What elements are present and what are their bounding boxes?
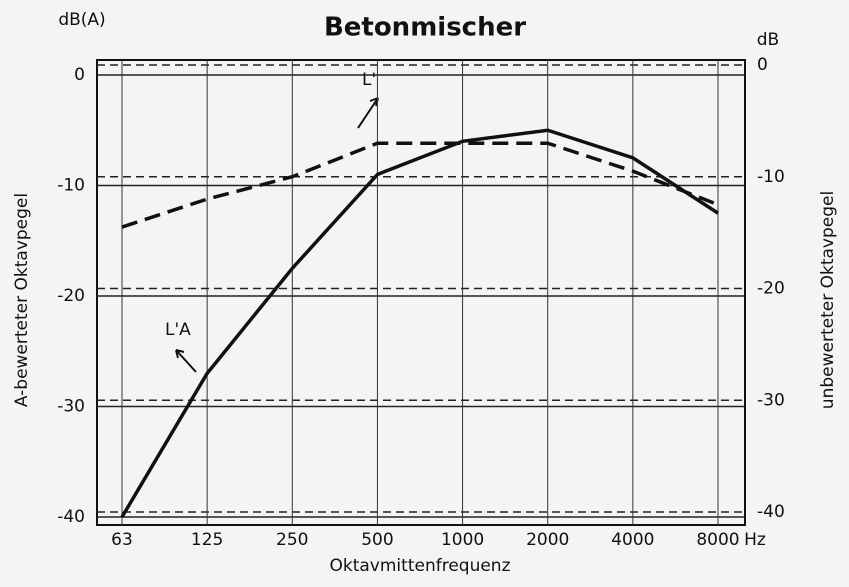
x-tick-label: 4000 (611, 530, 654, 550)
x-tick-label: 250 (276, 530, 308, 550)
x-tick-label: 63 (111, 530, 133, 550)
y2-tick-label: -10 (757, 167, 785, 187)
plot-frame (96, 59, 746, 526)
x-tick-label: 500 (361, 530, 393, 550)
series-label: L' (362, 70, 376, 90)
chart-title: Betonmischer (324, 13, 526, 43)
y-unit: dB(A) (58, 10, 105, 30)
y2-axis-label: unbewerteter Oktavpegel (818, 191, 838, 409)
x-tick-label: 8000 (696, 530, 739, 550)
series-line (120, 128, 719, 518)
series-label: L'A (165, 320, 191, 340)
y-tick-label: -10 (57, 176, 85, 196)
y-tick-label: -20 (57, 286, 85, 306)
x-tick-label: 2000 (526, 530, 569, 550)
x-axis-label: Oktavmittenfrequenz (330, 556, 511, 576)
y2-tick-label: -20 (757, 279, 785, 299)
y-tick-label: -40 (57, 507, 85, 527)
y2-tick-label: 0 (757, 55, 768, 75)
y2-tick-label: -30 (757, 390, 785, 410)
series-line (121, 141, 719, 229)
x-unit: Hz (744, 530, 766, 550)
y2-unit: dB (757, 30, 779, 50)
arrow (357, 97, 379, 129)
y-axis-label: A-bewerteter Oktavpegel (12, 193, 32, 407)
y-tick-label: -30 (57, 397, 85, 417)
y2-tick-label: -40 (757, 502, 785, 522)
x-tick-label: 1000 (441, 530, 484, 550)
x-tick-label: 125 (191, 530, 223, 550)
y-tick-label: 0 (74, 65, 85, 85)
arrow (175, 349, 197, 373)
